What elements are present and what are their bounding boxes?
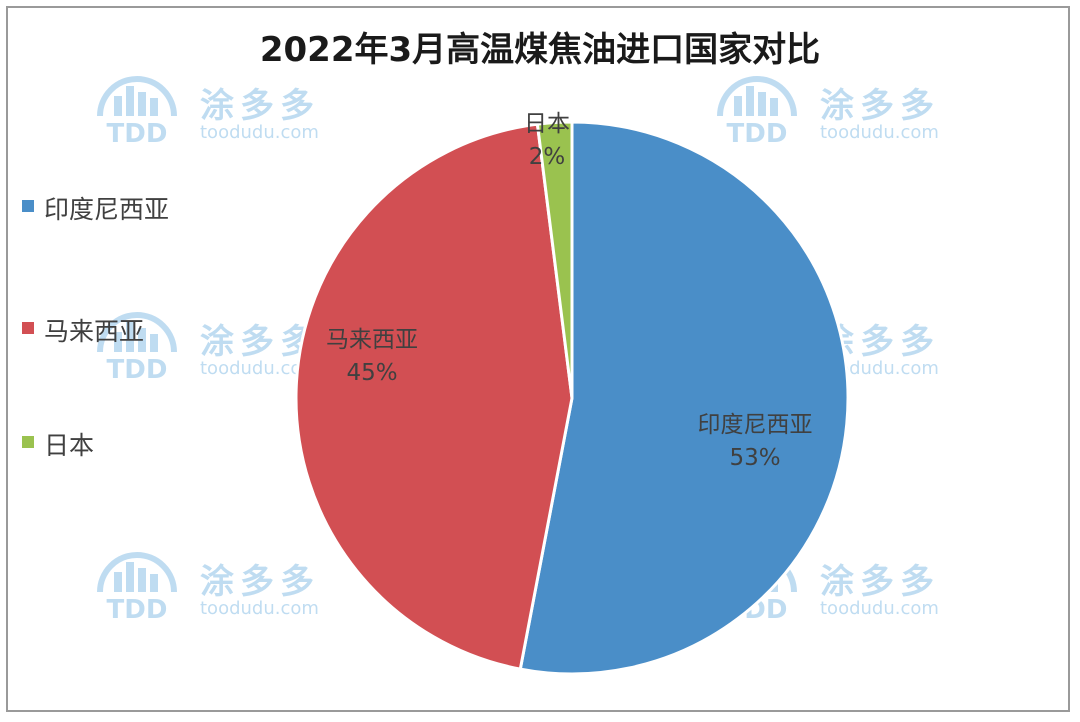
watermark-site: toodudu.com	[200, 358, 319, 379]
tdd-logo-icon: TDD	[97, 312, 177, 385]
svg-text:TDD: TDD	[727, 119, 788, 149]
tdd-logo-icon: TDD	[97, 76, 177, 149]
watermark-brand: 涂多多	[200, 562, 320, 602]
watermark: TDD 涂多多 toodudu.com	[92, 68, 352, 158]
watermark: TDD 涂多多 toodudu.com	[712, 68, 972, 158]
legend-item-indonesia: 印度尼西亚	[22, 190, 242, 224]
pie-slice	[535, 120, 574, 399]
watermark-brand: 涂多多	[820, 562, 940, 602]
legend-label: 印度尼西亚	[44, 195, 170, 224]
legend-swatch	[22, 322, 34, 334]
legend-label: 马来西亚	[44, 317, 145, 346]
tdd-logo-icon: TDD	[717, 76, 797, 149]
watermark-site: toodudu.com	[200, 598, 319, 619]
slice-label-value: 45%	[346, 360, 397, 386]
slice-label-name: 日本	[524, 111, 570, 137]
watermark: TDD 涂多多 toodudu.com	[92, 304, 352, 394]
slice-label-value: 2%	[529, 144, 566, 170]
watermark-site: toodudu.com	[200, 122, 319, 143]
svg-text:TDD: TDD	[107, 119, 168, 149]
legend-item-japan: 日本	[22, 426, 242, 460]
legend-label: 日本	[44, 431, 95, 460]
watermark: TDD 涂多多 toodudu.com	[92, 544, 352, 634]
watermark-brand: 涂多多	[200, 322, 320, 362]
watermark-site: toodudu.com	[820, 122, 939, 143]
pie-slice	[294, 122, 574, 671]
tdd-logo-icon: TDD	[97, 552, 177, 625]
watermark-brand: 涂多多	[820, 86, 940, 126]
legend-swatch	[22, 436, 34, 448]
legend-item-malaysia: 马来西亚	[22, 312, 242, 346]
chart-title: 2022年3月高温煤焦油进口国家对比	[259, 30, 821, 70]
legend-swatch	[22, 200, 34, 212]
watermark-site: toodudu.com	[820, 358, 939, 379]
slice-label-name: 马来西亚	[326, 327, 418, 353]
slice-label-name: 印度尼西亚	[698, 412, 813, 438]
svg-text:TDD: TDD	[107, 355, 168, 385]
watermark-brand: 涂多多	[200, 86, 320, 126]
svg-text:TDD: TDD	[107, 595, 168, 625]
pie-slice	[518, 120, 850, 676]
watermark-site: toodudu.com	[820, 598, 939, 619]
slice-label-value: 53%	[729, 445, 780, 471]
